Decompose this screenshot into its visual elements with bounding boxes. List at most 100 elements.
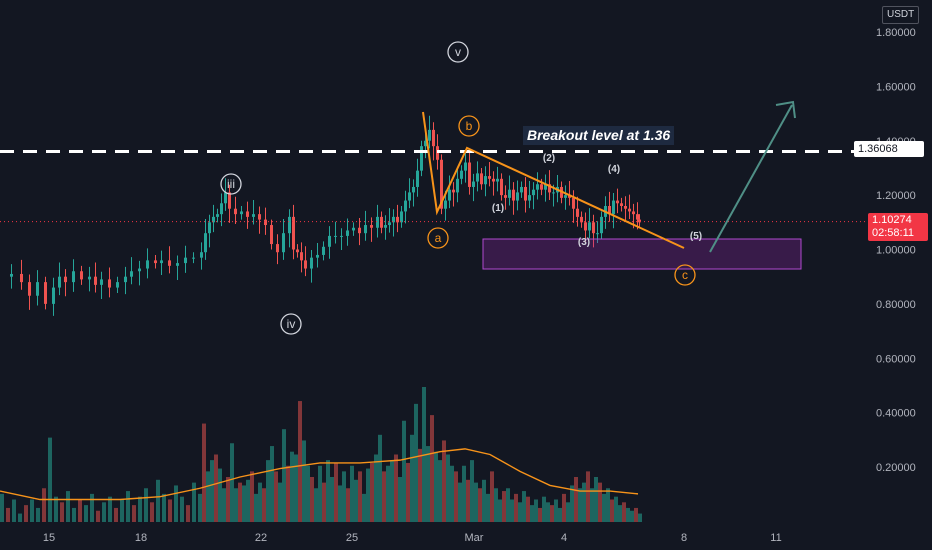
candle-body <box>500 178 503 196</box>
volume-bar <box>18 513 22 522</box>
candle-body <box>552 192 555 194</box>
volume-bar <box>438 460 442 522</box>
volume-bar <box>390 460 394 522</box>
volume-bar <box>48 437 52 522</box>
volume-bar <box>282 429 286 522</box>
candle-body <box>468 162 471 187</box>
candle-body <box>600 216 603 234</box>
volume-bar <box>426 446 430 522</box>
volume-bar <box>458 482 462 522</box>
wave-label-a: a <box>435 231 442 245</box>
volume-bar <box>558 507 562 522</box>
wave-label-b: b <box>466 119 473 133</box>
volume-bar <box>138 496 142 522</box>
volume-bar <box>66 491 70 522</box>
currency-badge[interactable]: USDT <box>882 6 920 24</box>
volume-bar <box>254 493 258 522</box>
volume-bar <box>242 485 246 522</box>
abc-wave-line <box>422 111 685 249</box>
candle-body <box>258 214 261 220</box>
y-tick-label: 1.60000 <box>876 81 916 93</box>
volume-bar <box>582 482 586 522</box>
candle-body <box>108 279 111 288</box>
candle-body <box>636 214 639 220</box>
volume-ma-line <box>0 448 639 501</box>
candle-body <box>620 203 623 206</box>
volume-bar <box>610 499 614 522</box>
wave-label-c-circle <box>674 264 696 286</box>
y-tick-label: 0.60000 <box>876 353 916 365</box>
candle-body <box>420 146 423 171</box>
candle-body <box>288 216 291 234</box>
volume-bar <box>530 505 534 522</box>
volume-bar <box>278 482 282 522</box>
volume-bar <box>102 502 106 522</box>
candle-body <box>270 225 273 245</box>
volume-bar <box>168 499 172 522</box>
volume-bar <box>454 471 458 522</box>
volume-bar <box>502 491 506 522</box>
volume-bar <box>238 482 242 522</box>
wave-label-v-circle <box>447 41 469 63</box>
candle-body <box>480 173 483 185</box>
volume-bar <box>606 488 610 522</box>
candle-body <box>234 208 237 215</box>
candle-body <box>322 246 325 255</box>
candle-body <box>300 252 303 261</box>
volume-bar <box>310 477 314 522</box>
candle-body <box>100 279 103 285</box>
volume-bar <box>586 471 590 522</box>
subwave-label: (5) <box>690 231 702 242</box>
volume-bar <box>36 507 40 522</box>
candle-body <box>370 225 373 228</box>
candle-body <box>346 230 349 236</box>
volume-bar <box>180 496 184 522</box>
candle-body <box>138 268 141 272</box>
candle-body <box>472 181 475 187</box>
candle-body <box>216 214 219 217</box>
volume-bar <box>192 482 196 522</box>
projection-arrow-head <box>775 100 796 119</box>
candle-body <box>638 219 641 223</box>
candle-body <box>94 276 97 285</box>
candle-body <box>340 235 343 237</box>
volume-bar <box>342 471 346 522</box>
current-price-tag: 1.10274 02:58:11 <box>868 213 928 241</box>
volume-bar <box>542 496 546 522</box>
volume-bar <box>406 462 410 522</box>
candle-body <box>628 208 631 212</box>
candle-body <box>20 273 23 283</box>
candle-body <box>528 195 531 201</box>
candle-body <box>246 211 249 217</box>
current-price-value: 1.10274 <box>872 214 912 226</box>
y-tick-label: 0.40000 <box>876 408 916 420</box>
volume-bar <box>132 505 136 522</box>
candle-body <box>282 233 285 253</box>
candle-body <box>448 189 451 201</box>
volume-bar <box>518 502 522 522</box>
volume-bar <box>144 488 148 522</box>
candle-body <box>130 271 133 277</box>
volume-bar <box>262 488 266 522</box>
volume-bar <box>506 488 510 522</box>
volume-bar <box>374 454 378 522</box>
candle-body <box>632 211 635 215</box>
volume-bar <box>366 468 370 522</box>
volume-bar <box>474 482 478 522</box>
wave-label-iii-circle <box>220 173 242 195</box>
candle-body <box>532 189 535 196</box>
volume-bar <box>318 465 322 522</box>
volume-bar <box>526 496 530 522</box>
candle-body <box>572 197 575 209</box>
volume-bar <box>114 507 118 522</box>
volume-bar <box>370 462 374 522</box>
candle-body <box>44 282 47 304</box>
candle-body <box>80 271 83 280</box>
candle-body <box>416 170 419 187</box>
candle-body <box>212 216 215 223</box>
candle-body <box>380 216 383 228</box>
wave-label-a-circle <box>427 227 449 249</box>
candle-body <box>116 282 119 288</box>
volume-bar <box>598 482 602 522</box>
